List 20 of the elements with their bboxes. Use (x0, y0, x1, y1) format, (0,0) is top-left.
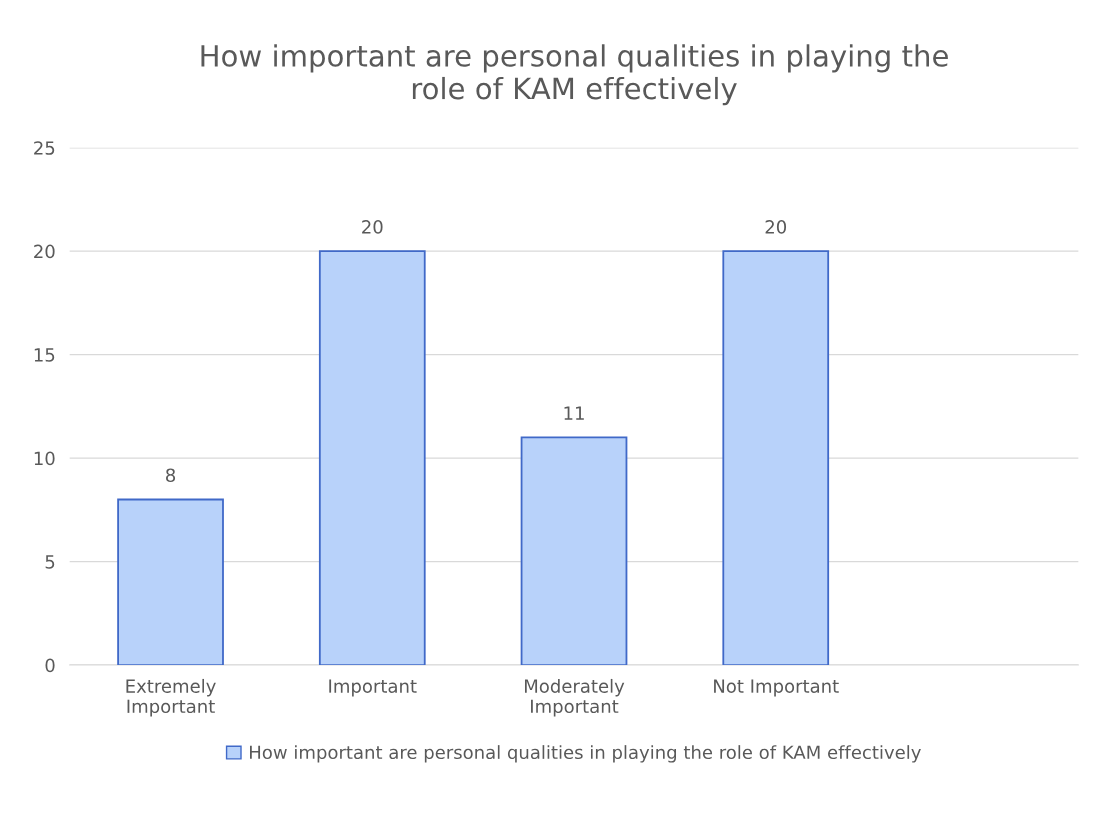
y-tick-label: 20 (34, 244, 55, 259)
data-label: 8 (166, 468, 176, 483)
bar (722, 250, 830, 666)
y-tick-label: 25 (34, 141, 55, 155)
y-tick-label: 0 (45, 658, 55, 673)
x-tick-label: Extremely Important (126, 678, 216, 717)
bar (117, 498, 224, 666)
data-label: 20 (362, 220, 383, 234)
bar (318, 250, 426, 666)
legend-label: How important are personal qualities in playing the role of KAM effectively (250, 745, 921, 763)
x-tick-label: Moderately Important (525, 678, 625, 717)
y-tick-label: 10 (34, 451, 55, 466)
data-label: 11 (564, 406, 584, 420)
y-tick-label: 15 (34, 348, 55, 362)
x-tick-label: Not Important (714, 679, 839, 697)
x-tick-label: Important (329, 679, 417, 697)
data-label: 20 (765, 220, 787, 234)
bar (520, 436, 628, 666)
chart-title: How important are personal qualities in playing the role of KAM effectively (201, 44, 948, 106)
y-tick-label: 5 (45, 555, 55, 569)
